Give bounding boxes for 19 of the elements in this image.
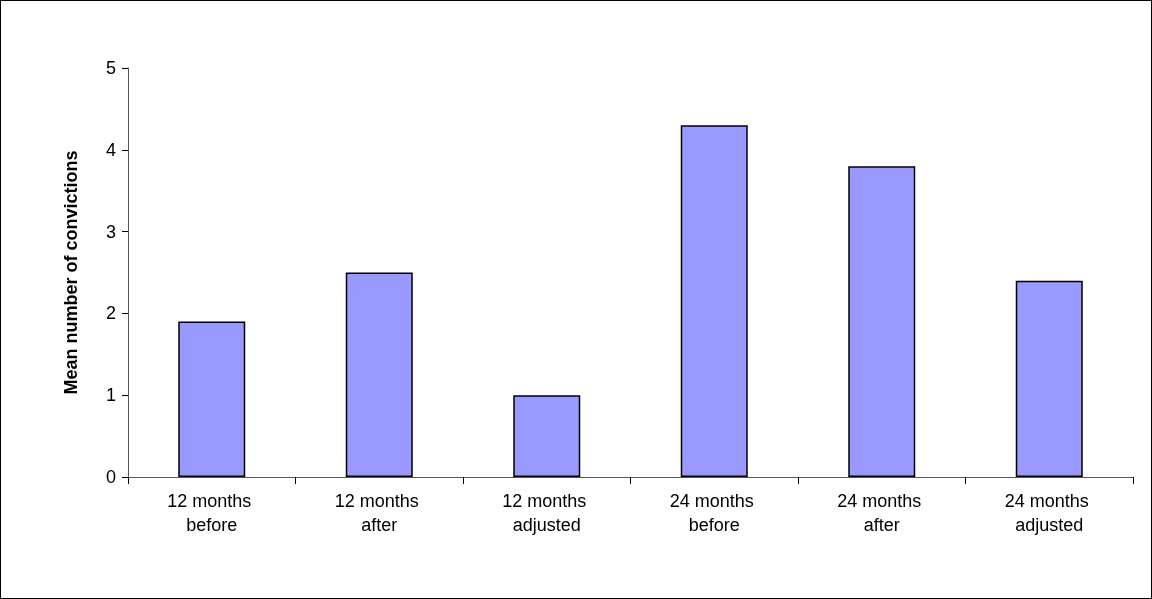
- bar: [513, 395, 581, 477]
- y-tick-label: 2: [105, 303, 116, 324]
- y-tick-label: 1: [105, 385, 116, 406]
- y-tick-label: 4: [105, 139, 116, 160]
- x-tick-label: 12 months adjusted: [502, 491, 592, 535]
- x-tick-label: 24 months adjusted: [1004, 491, 1094, 535]
- x-tick-label: 12 months before: [167, 491, 257, 535]
- y-tick-label: 5: [105, 58, 116, 78]
- x-tick-label: 12 months after: [334, 491, 424, 535]
- bar: [345, 272, 413, 477]
- y-axis-title: Mean number of convictions: [61, 150, 81, 395]
- bar: [178, 321, 246, 477]
- x-tick-label: 24 months before: [669, 491, 759, 535]
- bar: [680, 125, 748, 477]
- bar: [1015, 280, 1083, 477]
- y-tick-label: 0: [105, 467, 116, 487]
- bar: [848, 166, 916, 477]
- x-tick-label: 24 months after: [837, 491, 927, 535]
- y-tick-label: 3: [105, 221, 116, 242]
